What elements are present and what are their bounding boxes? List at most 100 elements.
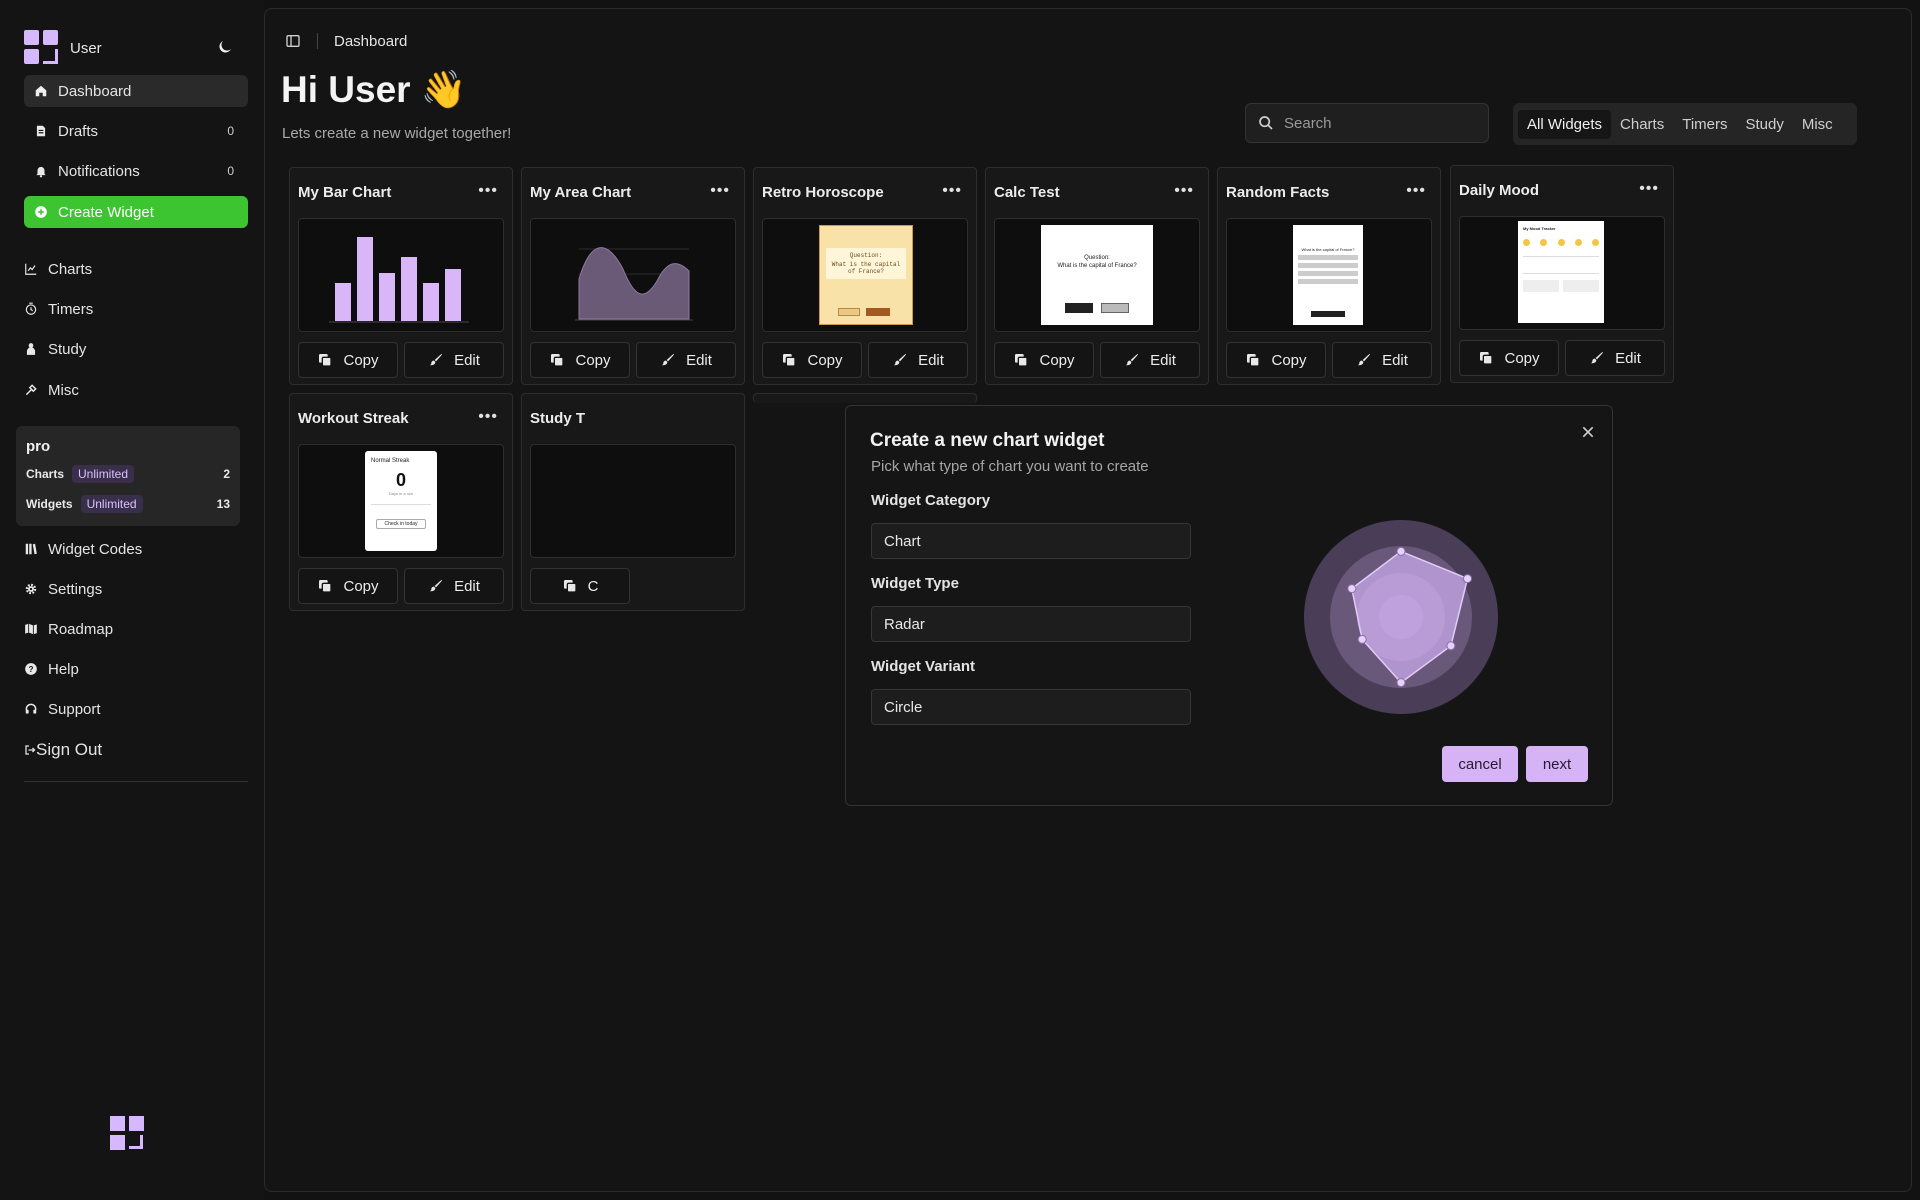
sidebar-toggle-icon[interactable] (285, 33, 301, 49)
create-widget-dialog: Create a new chart widget Pick what type… (845, 405, 1613, 806)
topbar: Dashboard (285, 31, 407, 51)
drafts-count: 0 (227, 124, 234, 138)
copy-label: Copy (1504, 349, 1540, 367)
copy-button[interactable]: Copy (530, 342, 630, 378)
sidebar-item-drafts[interactable]: Drafts 0 (24, 115, 248, 147)
sidebar-item-timers[interactable]: Timers (24, 293, 248, 325)
streak-sub: Days in a row (388, 491, 414, 496)
widget-preview[interactable]: My Mood Tracker (1459, 216, 1665, 330)
close-icon[interactable] (1580, 424, 1596, 440)
more-options-icon[interactable]: ••• (1639, 180, 1659, 197)
more-options-icon[interactable]: ••• (1174, 182, 1194, 199)
widget-preview[interactable] (530, 218, 736, 332)
sidebar-item-widget-codes[interactable]: Widget Codes (24, 533, 248, 565)
sidebar-divider (24, 781, 248, 782)
more-options-icon[interactable]: ••• (1406, 182, 1426, 199)
copy-button[interactable]: Copy (298, 342, 398, 378)
sign-out-button[interactable]: Sign Out (24, 734, 248, 766)
sidebar-item-study[interactable]: Study (24, 333, 248, 365)
widget-preview[interactable] (530, 444, 736, 558)
brush-icon (660, 352, 676, 368)
more-options-icon[interactable]: ••• (478, 408, 498, 425)
theme-toggle-icon[interactable] (216, 38, 234, 56)
horoscope-question: Question: (849, 252, 883, 259)
app-logo[interactable] (24, 30, 60, 66)
sidebar-header: User (24, 28, 248, 68)
edit-label: Edit (1150, 351, 1176, 369)
sidebar-item-label: Settings (48, 580, 103, 598)
sidebar-item-label: Roadmap (48, 620, 114, 638)
copy-icon (1478, 350, 1494, 366)
breadcrumb[interactable]: Dashboard (334, 32, 408, 50)
tab-charts[interactable]: Charts (1620, 115, 1665, 133)
edit-button[interactable]: Edit (636, 342, 736, 378)
plus-circle-icon (34, 205, 48, 219)
brush-icon (892, 352, 908, 368)
edit-button[interactable]: Edit (1332, 342, 1432, 378)
streak-button: Check in today (376, 519, 426, 529)
edit-button[interactable]: Edit (404, 342, 504, 378)
sidebar-item-roadmap[interactable]: Roadmap (24, 613, 248, 645)
bell-icon (34, 164, 48, 178)
edit-button[interactable]: Edit (1565, 340, 1665, 376)
sign-out-label: Sign Out (36, 740, 103, 759)
sidebar-item-misc[interactable]: Misc (24, 374, 248, 406)
cancel-button[interactable]: cancel (1442, 746, 1518, 782)
copy-button[interactable]: Copy (994, 342, 1094, 378)
search-box[interactable] (1245, 103, 1489, 143)
edit-label: Edit (454, 351, 480, 369)
sidebar-item-support[interactable]: Support (24, 693, 248, 725)
plan-row-widgets: Widgets Unlimited 13 (26, 494, 230, 514)
copy-button[interactable]: C (530, 568, 630, 604)
category-select[interactable]: Chart (871, 523, 1191, 559)
tab-study[interactable]: Study (1745, 115, 1784, 133)
copy-button[interactable]: Copy (298, 568, 398, 604)
widget-card: Retro Horoscope ••• Question: What is th… (753, 167, 977, 385)
edit-button[interactable]: Edit (404, 568, 504, 604)
tab-misc[interactable]: Misc (1801, 115, 1833, 133)
widget-card-title: Workout Streak (298, 410, 409, 427)
create-widget-button[interactable]: Create Widget (24, 196, 248, 228)
type-select[interactable]: Radar (871, 606, 1191, 642)
variant-select[interactable]: Circle (871, 689, 1191, 725)
widget-preview[interactable]: Question: What is the capital of France? (994, 218, 1200, 332)
horoscope-preview: Question: What is the capital of France? (819, 225, 913, 325)
edit-button[interactable]: Edit (1100, 342, 1200, 378)
copy-button[interactable]: Copy (1226, 342, 1326, 378)
sidebar: User Dashboard Drafts 0 Notifications 0 … (0, 0, 264, 1200)
widget-preview[interactable] (298, 218, 504, 332)
widget-preview[interactable]: Normal Streak 0 Days in a row Check in t… (298, 444, 504, 558)
more-options-icon[interactable]: ••• (710, 182, 730, 199)
sidebar-item-label: Study (48, 340, 87, 358)
search-input[interactable] (1284, 114, 1464, 132)
sidebar-item-dashboard[interactable]: Dashboard (24, 75, 248, 107)
more-options-icon[interactable]: ••• (478, 182, 498, 199)
sidebar-item-help[interactable]: ? Help (24, 653, 248, 685)
sign-out-icon (24, 743, 36, 757)
more-options-icon[interactable]: ••• (942, 182, 962, 199)
widget-preview[interactable]: Question: What is the capital of France? (762, 218, 968, 332)
copy-icon (1013, 352, 1029, 368)
edit-label: Edit (686, 351, 712, 369)
sidebar-item-charts[interactable]: Charts (24, 253, 248, 285)
topbar-separator (317, 33, 318, 49)
sidebar-item-settings[interactable]: Settings (24, 573, 248, 605)
edit-label: Edit (454, 577, 480, 595)
copy-button[interactable]: Copy (762, 342, 862, 378)
tab-timers[interactable]: Timers (1682, 115, 1728, 133)
sidebar-item-notifications[interactable]: Notifications 0 (24, 155, 248, 187)
plan-row-tag: Unlimited (80, 495, 143, 513)
page-subtitle: Lets create a new widget together! (282, 125, 512, 142)
copy-label: Copy (343, 351, 379, 369)
widget-preview[interactable]: What is the capital of France? (1226, 218, 1432, 332)
next-button[interactable]: next (1526, 746, 1588, 782)
widget-card-title: Calc Test (994, 184, 1060, 201)
widget-card: Study T C (521, 393, 745, 611)
study-icon (24, 342, 38, 356)
edit-button[interactable]: Edit (868, 342, 968, 378)
home-icon (34, 84, 48, 98)
copy-button[interactable]: Copy (1459, 340, 1559, 376)
tab-all-widgets[interactable]: All Widgets (1518, 109, 1612, 139)
edit-label: Edit (918, 351, 944, 369)
